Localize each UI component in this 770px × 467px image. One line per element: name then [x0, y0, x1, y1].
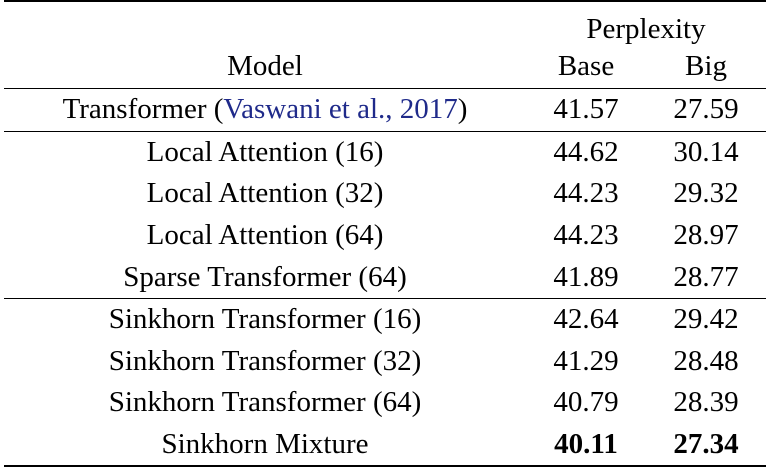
- model-cell: Sinkhorn Transformer (64): [108, 386, 422, 419]
- base-perplexity-cell: 42.64: [526, 297, 646, 341]
- model-cell: Local Attention (64): [146, 219, 384, 252]
- big-perplexity-cell: 28.97: [673, 219, 739, 252]
- table-row: Sinkhorn Mixture 40.11 27.34: [4, 423, 766, 467]
- table-row: Sinkhorn Transformer (16) 42.64 29.42: [4, 297, 766, 341]
- model-cell: Transformer (Vaswani et al., 2017): [4, 88, 526, 132]
- model-cell: Sinkhorn Transformer (32): [108, 344, 422, 377]
- base-perplexity-cell: 44.23: [553, 219, 619, 252]
- table-row: Local Attention (64) 44.23 28.97: [4, 215, 766, 257]
- base-perplexity-cell: 40.79: [553, 386, 619, 419]
- base-perplexity-cell: 44.62: [526, 130, 646, 174]
- table-row: Sparse Transformer (64) 41.89 28.77: [4, 256, 766, 298]
- header-row-columns: Model Base Big: [4, 44, 766, 89]
- big-perplexity-cell: 28.39: [673, 386, 739, 419]
- model-cell: Local Attention (32): [146, 177, 384, 210]
- table-row: Sinkhorn Transformer (32) 41.29 28.48: [4, 341, 766, 383]
- perplexity-results-table: Perplexity Model Base Big Transformer (V…: [4, 0, 766, 467]
- base-perplexity-cell: 44.23: [553, 177, 619, 210]
- big-perplexity-cell: 30.14: [646, 130, 766, 174]
- model-cell: Sinkhorn Transformer (16): [4, 297, 526, 341]
- base-perplexity-cell-best: 40.11: [526, 423, 646, 467]
- model-name: Transformer (: [62, 93, 224, 126]
- big-perplexity-cell-best: 27.34: [646, 423, 766, 467]
- big-perplexity-cell: 29.42: [646, 297, 766, 341]
- big-perplexity-cell: 28.48: [673, 344, 739, 377]
- header-empty-cell: [4, 2, 526, 44]
- table-row: Sinkhorn Transformer (64) 40.79 28.39: [4, 382, 766, 424]
- model-column-header: Model: [227, 49, 303, 82]
- perplexity-group-header: Perplexity: [586, 13, 706, 45]
- base-perplexity-cell: 41.29: [553, 344, 619, 377]
- model-name-suffix: ): [457, 93, 468, 126]
- big-perplexity-cell: 29.32: [673, 177, 739, 210]
- big-perplexity-cell: 27.59: [646, 88, 766, 132]
- big-perplexity-cell: 28.77: [673, 260, 739, 293]
- base-perplexity-cell: 41.57: [526, 88, 646, 132]
- table-row: Local Attention (16) 44.62 30.14: [4, 130, 766, 174]
- table-row: Local Attention (32) 44.23 29.32: [4, 173, 766, 215]
- big-column-header: Big: [685, 49, 727, 82]
- model-cell: Sinkhorn Mixture: [4, 423, 526, 467]
- model-cell: Sparse Transformer (64): [123, 260, 407, 293]
- base-perplexity-cell: 41.89: [553, 260, 619, 293]
- citation-link[interactable]: Vaswani et al., 2017: [223, 93, 458, 126]
- base-column-header: Base: [557, 49, 615, 82]
- model-cell: Local Attention (16): [4, 130, 526, 174]
- header-row-group: Perplexity: [4, 2, 766, 44]
- table-row: Transformer (Vaswani et al., 2017) 41.57…: [4, 88, 766, 132]
